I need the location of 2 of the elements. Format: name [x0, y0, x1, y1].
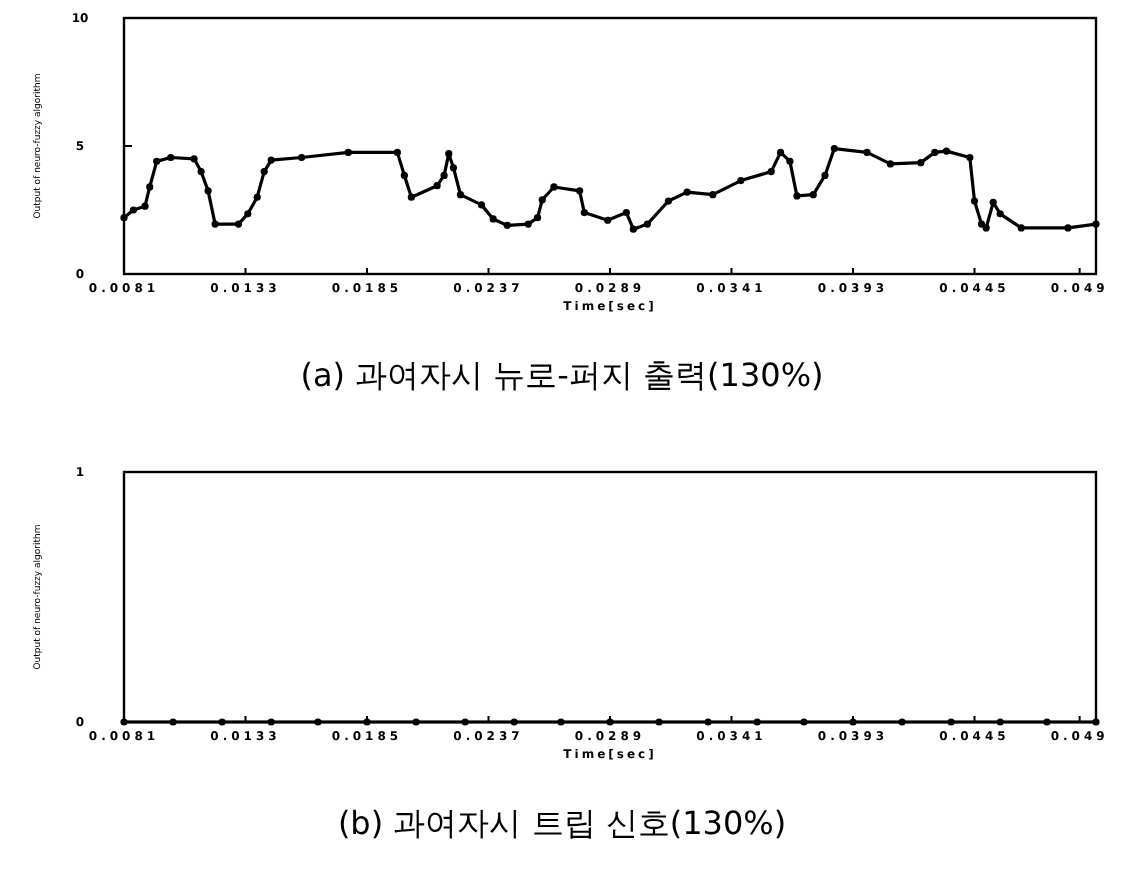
text: (a) 과여자시 뉴로-퍼지 출력(130%) — [300, 356, 824, 394]
text: (b) 과여자시 트립 신호(130%) — [337, 804, 787, 842]
